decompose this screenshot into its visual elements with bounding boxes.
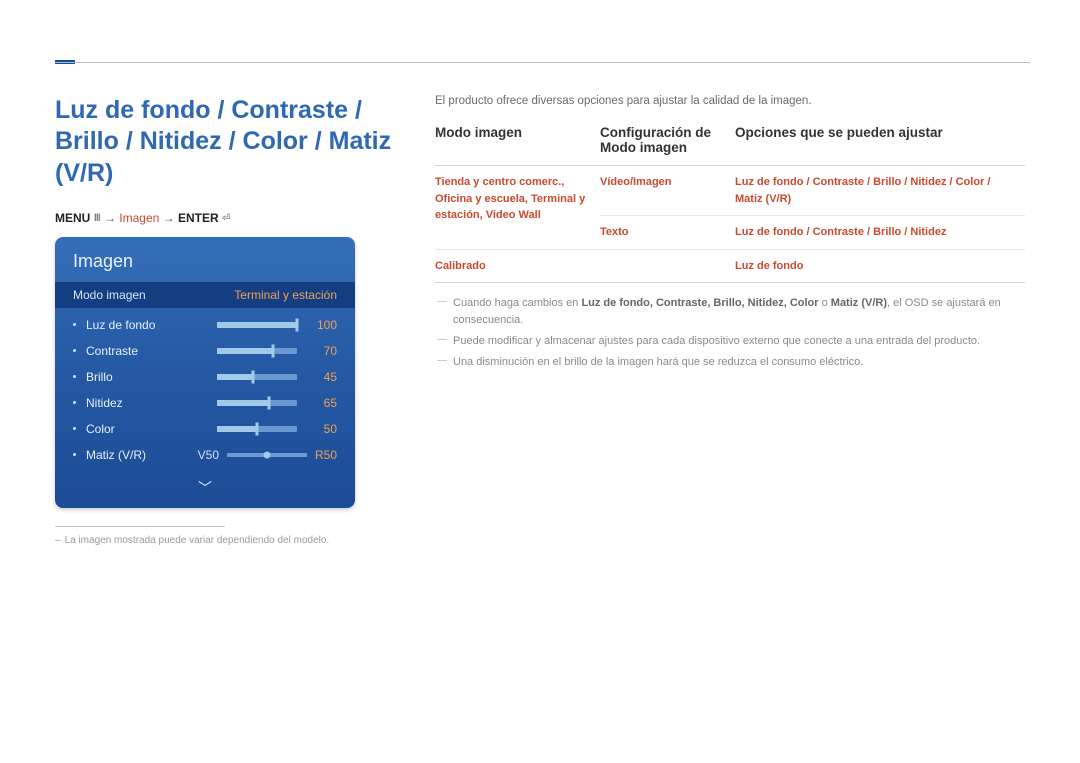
- note-3: Una disminución en el brillo de la image…: [435, 352, 1025, 373]
- footnote-text: La imagen mostrada puede variar dependie…: [65, 535, 330, 546]
- osd-item-label: Contraste: [86, 344, 217, 358]
- osd-item-label: Luz de fondo: [86, 318, 217, 332]
- osd-item-label: Nitidez: [86, 396, 217, 410]
- osd-item-label: Brillo: [86, 370, 217, 384]
- bullet-icon: [73, 349, 76, 352]
- osd-matiz-row[interactable]: Matiz (V/R)V50 R50: [55, 442, 355, 468]
- slider[interactable]: [217, 400, 297, 406]
- osd-mode-row[interactable]: Modo imagen Terminal y estación: [55, 282, 355, 308]
- cell-config-2: [600, 249, 735, 283]
- osd-item-value: 100: [307, 318, 337, 332]
- slider[interactable]: [217, 426, 297, 432]
- osd-mode-value: Terminal y estación: [234, 288, 337, 302]
- osd-item-value: 50: [307, 422, 337, 436]
- osd-slider-row[interactable]: Contraste 70: [55, 338, 355, 364]
- osd-item-value: 65: [307, 396, 337, 410]
- osd-slider-row[interactable]: Luz de fondo 100: [55, 312, 355, 338]
- breadcrumb-enter: ENTER: [178, 211, 219, 225]
- osd-items: Luz de fondo 100 Contraste 70 Brillo 45 Nitide…: [55, 308, 355, 472]
- intro-text: El producto ofrece diversas opciones par…: [435, 95, 1025, 107]
- breadcrumb-menu: MENU: [55, 211, 90, 225]
- slider[interactable]: [217, 322, 297, 328]
- options-table: Modo imagen Configuración de Modo imagen…: [435, 125, 1025, 283]
- note-2: Puede modificar y almacenar ajustes para…: [435, 331, 1025, 352]
- cell-modo-2: Calibrado: [435, 249, 600, 283]
- footnote-rule: [55, 526, 225, 527]
- slider[interactable]: [217, 348, 297, 354]
- arrow-icon: →: [163, 211, 175, 225]
- footnote: –La imagen mostrada puede variar dependi…: [55, 535, 400, 546]
- cell-opts-1b: Luz de fondo / Contraste / Brillo / Niti…: [735, 216, 1025, 250]
- bullet-icon: [73, 323, 76, 326]
- osd-panel: Imagen Modo imagen Terminal y estación L…: [55, 237, 355, 508]
- osd-item-label: Matiz (V/R): [86, 448, 189, 462]
- osd-mode-label: Modo imagen: [73, 288, 146, 302]
- note-1: Cuando haga cambios en Luz de fondo, Con…: [435, 293, 1025, 331]
- osd-item-value: 70: [307, 344, 337, 358]
- slider[interactable]: [217, 374, 297, 380]
- osd-title: Imagen: [55, 251, 355, 282]
- osd-slider-row[interactable]: Brillo 45: [55, 364, 355, 390]
- chevron-down-icon[interactable]: ﹀: [55, 472, 355, 498]
- osd-item-label: Color: [86, 422, 217, 436]
- osd-slider-row[interactable]: Color 50: [55, 416, 355, 442]
- bullet-icon: [73, 427, 76, 430]
- breadcrumb: MENU Ⅲ → Imagen → ENTER ⏎: [55, 211, 400, 225]
- cell-opts-1a: Luz de fondo / Contraste / Brillo / Niti…: [735, 166, 1025, 216]
- page-title: Luz de fondo / Contraste / Brillo / Niti…: [55, 95, 400, 189]
- breadcrumb-step1: Imagen: [119, 211, 159, 225]
- bullet-icon: [73, 453, 76, 456]
- arrow-icon: →: [104, 211, 116, 225]
- menu-icon: Ⅲ: [94, 213, 101, 224]
- notes: Cuando haga cambios en Luz de fondo, Con…: [435, 293, 1025, 373]
- bullet-icon: [73, 375, 76, 378]
- matiz-left: V50: [189, 448, 219, 462]
- cell-config-1b: Texto: [600, 216, 735, 250]
- matiz-right: R50: [307, 448, 337, 462]
- th-opciones: Opciones que se pueden ajustar: [735, 125, 1025, 166]
- bullet-icon: [73, 401, 76, 404]
- enter-icon: ⏎: [222, 213, 230, 224]
- cell-config-1a: Vídeo/Imagen: [600, 166, 735, 216]
- cell-modo-1: Tienda y centro comerc., Oficina y escue…: [435, 166, 600, 250]
- osd-item-value: 45: [307, 370, 337, 384]
- cell-opts-2: Luz de fondo: [735, 249, 1025, 283]
- th-config: Configuración de Modo imagen: [600, 125, 735, 166]
- matiz-slider[interactable]: [227, 453, 307, 457]
- header-rule: [55, 62, 1030, 63]
- osd-slider-row[interactable]: Nitidez 65: [55, 390, 355, 416]
- th-modo: Modo imagen: [435, 125, 600, 166]
